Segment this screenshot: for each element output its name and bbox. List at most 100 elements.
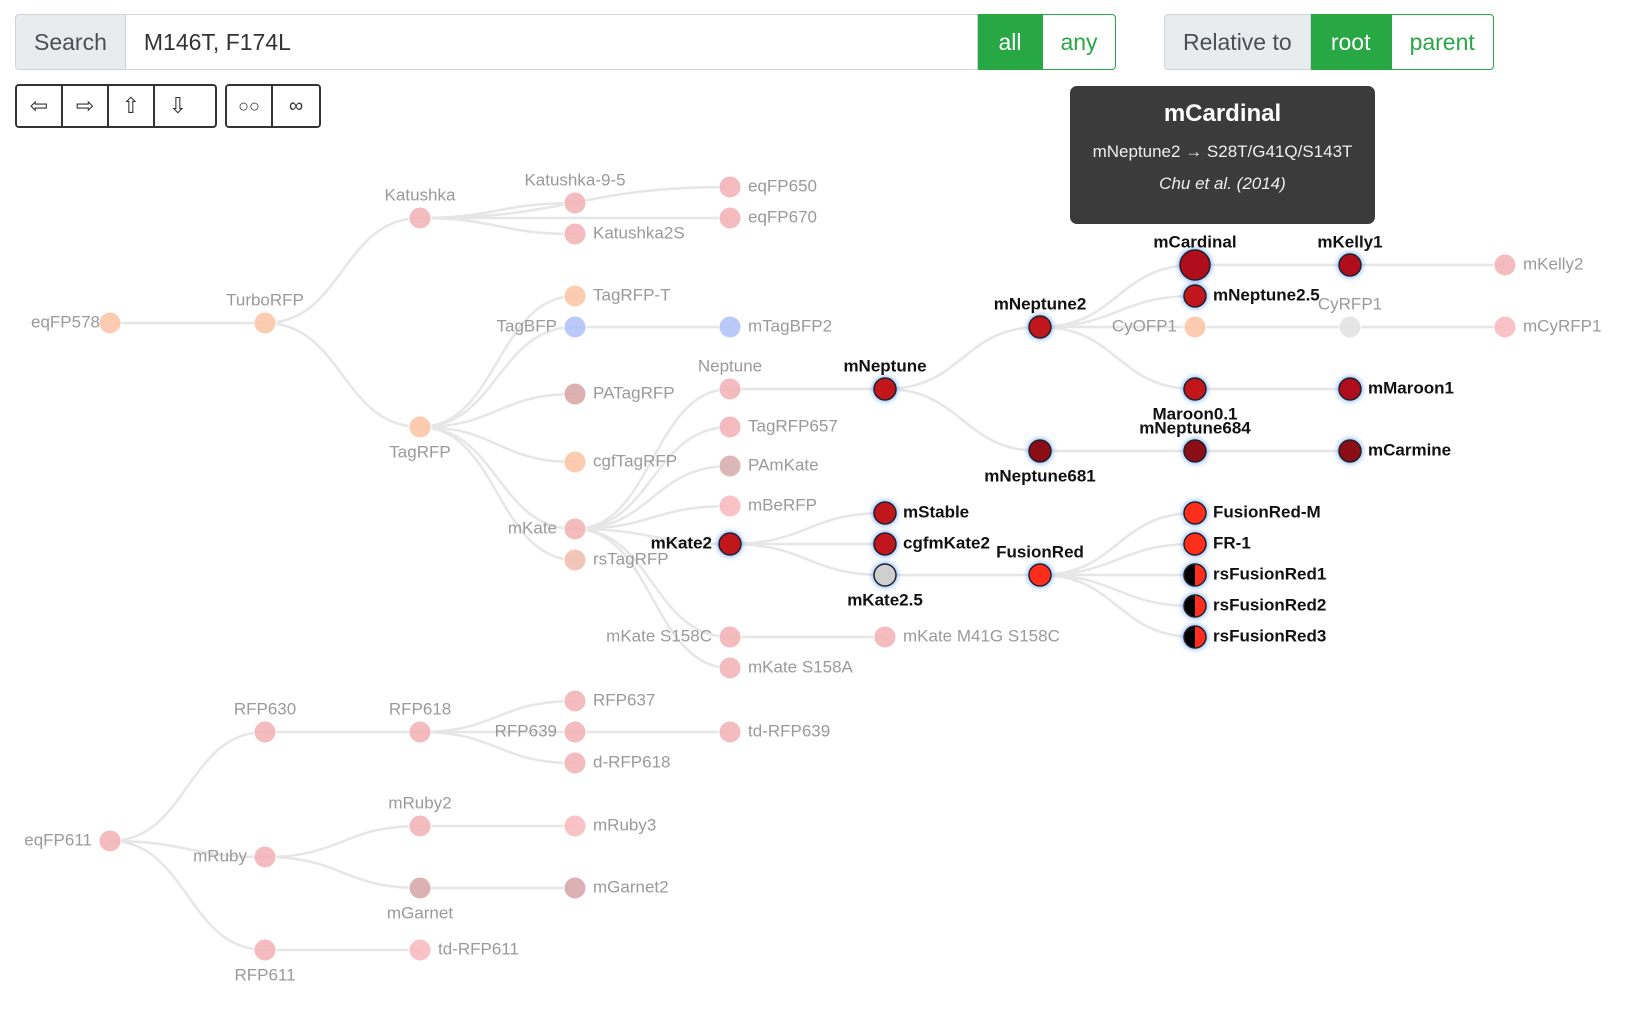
node-TagRFP[interactable]: TagRFP: [389, 415, 451, 461]
node-RFP630[interactable]: RFP630: [234, 699, 296, 744]
node-Katushka[interactable]: Katushka: [385, 185, 456, 230]
node-eqFP670[interactable]: eqFP670: [718, 206, 817, 230]
node-marker[interactable]: [718, 454, 742, 478]
node-mNeptune681[interactable]: mNeptune681: [984, 439, 1096, 485]
node-td-RFP611[interactable]: td-RFP611: [408, 938, 519, 962]
node-marker[interactable]: [408, 814, 432, 838]
node-eqFP578[interactable]: eqFP578: [31, 311, 122, 335]
node-marker[interactable]: [1028, 315, 1052, 339]
node-marker[interactable]: [718, 532, 742, 556]
node-RFP637[interactable]: RFP637: [563, 689, 655, 713]
node-mKate2.5[interactable]: mKate2.5: [847, 563, 923, 609]
node-PAmKate[interactable]: PAmKate: [718, 454, 819, 478]
node-mNeptune2[interactable]: mNeptune2: [994, 294, 1087, 339]
node-marker[interactable]: [1338, 377, 1362, 401]
node-marker[interactable]: [1493, 315, 1517, 339]
node-mCardinal[interactable]: mCardinal: [1153, 232, 1237, 281]
node-marker[interactable]: [563, 450, 587, 474]
node-marker[interactable]: [1183, 563, 1207, 587]
node-Neptune[interactable]: Neptune: [698, 356, 762, 401]
node-marker[interactable]: [563, 720, 587, 744]
node-marker[interactable]: [408, 938, 432, 962]
node-marker[interactable]: [1183, 501, 1207, 525]
relative-root-toggle[interactable]: root: [1310, 14, 1391, 70]
node-marker[interactable]: [718, 206, 742, 230]
node-Maroon0.1[interactable]: Maroon0.1: [1152, 377, 1238, 423]
node-mGarnet2[interactable]: mGarnet2: [563, 876, 669, 900]
node-mKate[interactable]: mKate: [508, 517, 587, 541]
node-marker[interactable]: [563, 876, 587, 900]
node-marker[interactable]: [563, 517, 587, 541]
node-marker[interactable]: [563, 222, 587, 246]
search-input[interactable]: [125, 14, 978, 70]
node-cgfTagRFP[interactable]: cgfTagRFP: [563, 450, 677, 474]
node-mBeRFP[interactable]: mBeRFP: [718, 494, 817, 518]
node-marker[interactable]: [253, 311, 277, 335]
node-td-RFP639[interactable]: td-RFP639: [718, 720, 830, 744]
node-marker[interactable]: [1028, 563, 1052, 587]
node-marker[interactable]: [718, 415, 742, 439]
node-marker[interactable]: [873, 532, 897, 556]
node-marker[interactable]: [1183, 377, 1207, 401]
node-mKelly1[interactable]: mKelly1: [1317, 232, 1383, 277]
node-marker[interactable]: [718, 175, 742, 199]
node-rsTagRFP[interactable]: rsTagRFP: [563, 548, 669, 572]
node-mRuby[interactable]: mRuby: [193, 845, 277, 869]
node-marker[interactable]: [408, 415, 432, 439]
node-TagRFP657[interactable]: TagRFP657: [718, 415, 838, 439]
node-marker[interactable]: [873, 377, 897, 401]
node-marker[interactable]: [563, 191, 587, 215]
node-marker[interactable]: [253, 720, 277, 744]
nav-up-button[interactable]: ⇧: [109, 86, 155, 126]
node-marker[interactable]: [563, 284, 587, 308]
node-mKelly2[interactable]: mKelly2: [1493, 253, 1583, 277]
node-marker[interactable]: [718, 656, 742, 680]
node-marker[interactable]: [563, 751, 587, 775]
node-mStable[interactable]: mStable: [873, 501, 969, 525]
nav-right-button[interactable]: ⇨: [63, 86, 109, 126]
node-marker[interactable]: [873, 625, 897, 649]
node-marker[interactable]: [718, 720, 742, 744]
node-mRuby2[interactable]: mRuby2: [388, 793, 452, 838]
node-marker[interactable]: [718, 377, 742, 401]
node-TurboRFP[interactable]: TurboRFP: [226, 290, 304, 335]
view-separate-button[interactable]: ○○: [227, 86, 273, 126]
node-marker[interactable]: [1028, 439, 1052, 463]
node-mTagBFP2[interactable]: mTagBFP2: [718, 315, 832, 339]
node-marker[interactable]: [253, 938, 277, 962]
node-mKateS158C[interactable]: mKate S158C: [606, 625, 742, 649]
node-marker[interactable]: [1183, 532, 1207, 556]
node-PATagRFP[interactable]: PATagRFP: [563, 382, 675, 406]
node-RFP611[interactable]: RFP611: [234, 938, 296, 984]
node-marker[interactable]: [1338, 253, 1362, 277]
node-marker[interactable]: [1179, 249, 1211, 281]
node-marker[interactable]: [408, 876, 432, 900]
node-mGarnet[interactable]: mGarnet: [387, 876, 453, 922]
node-RFP618[interactable]: RFP618: [389, 699, 451, 744]
node-marker[interactable]: [563, 814, 587, 838]
node-d-RFP618[interactable]: d-RFP618: [563, 751, 670, 775]
node-marker[interactable]: [1183, 284, 1207, 308]
node-FR-1[interactable]: FR-1: [1183, 532, 1251, 556]
node-rsFusionRed1[interactable]: rsFusionRed1: [1183, 563, 1326, 587]
node-Katushka2S[interactable]: Katushka2S: [563, 222, 685, 246]
node-marker[interactable]: [718, 494, 742, 518]
node-marker[interactable]: [408, 720, 432, 744]
nav-down-button[interactable]: ⇩: [155, 86, 201, 126]
node-marker[interactable]: [873, 563, 897, 587]
node-marker[interactable]: [718, 315, 742, 339]
node-mNeptune[interactable]: mNeptune: [843, 356, 927, 401]
node-mKate2[interactable]: mKate2: [651, 532, 742, 556]
node-mNeptune684[interactable]: mNeptune684: [1139, 418, 1251, 463]
node-marker[interactable]: [1183, 594, 1207, 618]
node-TagRFP-T[interactable]: TagRFP-T: [563, 284, 670, 308]
node-eqFP611[interactable]: eqFP611: [24, 829, 122, 853]
match-all-toggle[interactable]: all: [978, 14, 1042, 70]
node-rsFusionRed2[interactable]: rsFusionRed2: [1183, 594, 1326, 618]
node-mMaroon1[interactable]: mMaroon1: [1338, 377, 1454, 401]
node-mCyRFP1[interactable]: mCyRFP1: [1493, 315, 1601, 339]
node-marker[interactable]: [1183, 625, 1207, 649]
node-marker[interactable]: [1493, 253, 1517, 277]
node-eqFP650[interactable]: eqFP650: [718, 175, 817, 199]
node-TagBFP[interactable]: TagBFP: [497, 315, 587, 339]
